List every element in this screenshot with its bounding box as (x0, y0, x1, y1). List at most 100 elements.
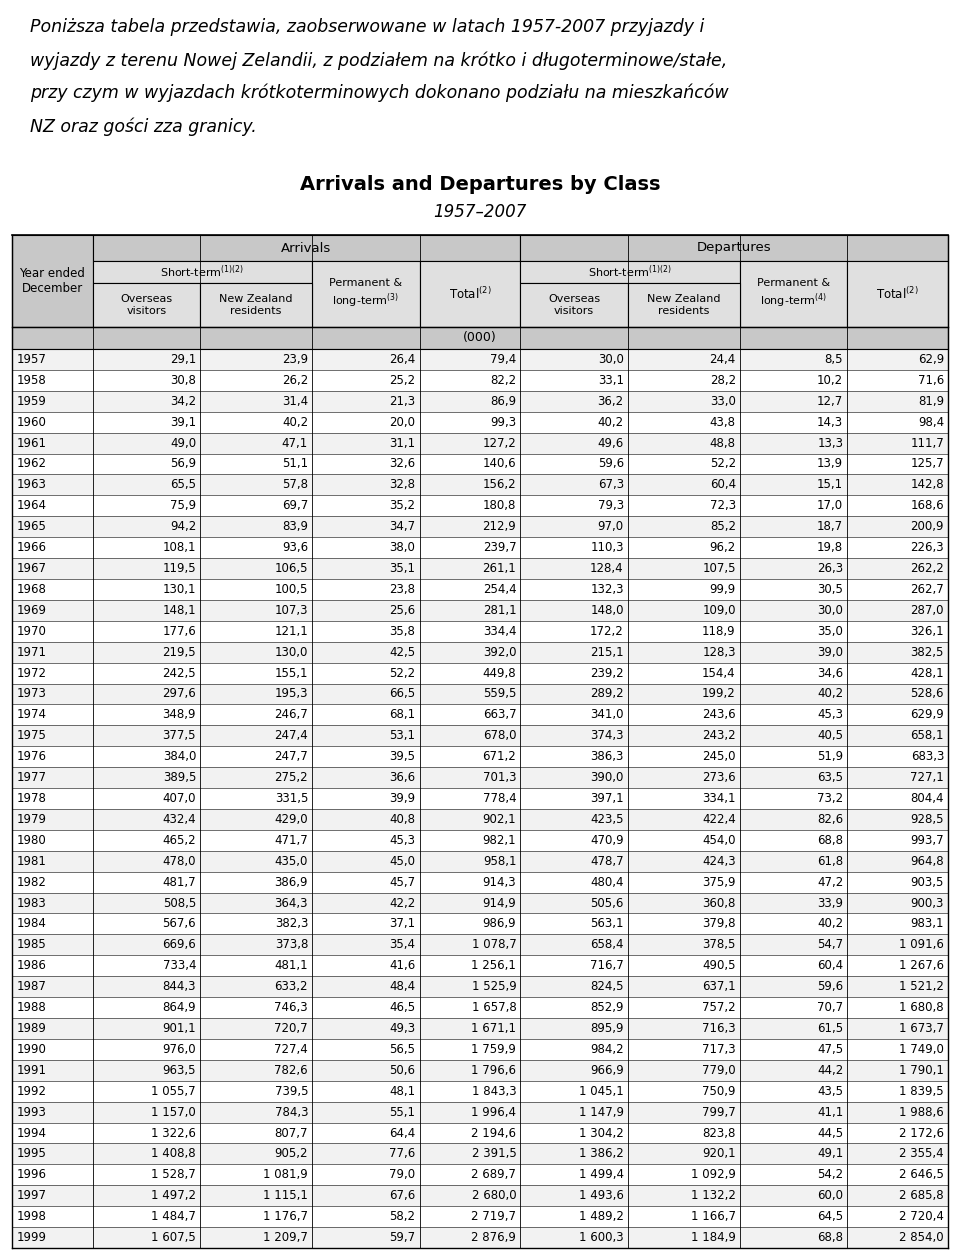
Text: 669,6: 669,6 (162, 938, 196, 951)
Text: 2 854,0: 2 854,0 (900, 1230, 944, 1244)
Text: 67,3: 67,3 (598, 479, 624, 491)
Text: Arrivals and Departures by Class: Arrivals and Departures by Class (300, 175, 660, 194)
Text: 52,2: 52,2 (390, 667, 416, 679)
Text: 45,7: 45,7 (390, 876, 416, 888)
Text: 60,4: 60,4 (709, 479, 735, 491)
Text: 1983: 1983 (17, 897, 47, 910)
Text: 1 184,9: 1 184,9 (691, 1230, 735, 1244)
Text: 1970: 1970 (17, 625, 47, 638)
Text: 23,8: 23,8 (390, 583, 416, 596)
Bar (12, 516, 948, 538)
Text: 1 528,7: 1 528,7 (152, 1168, 196, 1182)
Text: 99,9: 99,9 (709, 583, 735, 596)
Text: 49,6: 49,6 (597, 436, 624, 450)
Text: 67,6: 67,6 (390, 1189, 416, 1202)
Text: 782,6: 782,6 (275, 1064, 308, 1076)
Text: 470,9: 470,9 (590, 833, 624, 847)
Text: 33,9: 33,9 (817, 897, 843, 910)
Text: 397,1: 397,1 (590, 792, 624, 804)
Text: 64,5: 64,5 (817, 1210, 843, 1223)
Text: 1 322,6: 1 322,6 (152, 1126, 196, 1139)
Text: 34,2: 34,2 (170, 395, 196, 407)
Text: 1965: 1965 (17, 520, 47, 534)
Bar (12, 236, 92, 327)
Text: 334,4: 334,4 (483, 625, 516, 638)
Text: 71,6: 71,6 (918, 373, 944, 387)
Text: 746,3: 746,3 (275, 1001, 308, 1014)
Text: 55,1: 55,1 (390, 1105, 416, 1119)
Text: 360,8: 360,8 (703, 897, 735, 910)
Text: 914,3: 914,3 (483, 876, 516, 888)
Text: 61,8: 61,8 (817, 855, 843, 868)
Text: 32,6: 32,6 (390, 457, 416, 470)
Text: 976,0: 976,0 (162, 1042, 196, 1056)
Text: 914,9: 914,9 (483, 897, 516, 910)
Text: 140,6: 140,6 (483, 457, 516, 470)
Text: 1981: 1981 (17, 855, 47, 868)
Text: 563,1: 563,1 (590, 917, 624, 931)
Text: 2 391,5: 2 391,5 (471, 1148, 516, 1160)
Text: 1978: 1978 (17, 792, 47, 804)
Text: 289,2: 289,2 (590, 688, 624, 700)
Text: 93,6: 93,6 (282, 541, 308, 554)
Text: 1968: 1968 (17, 583, 47, 596)
Text: 40,2: 40,2 (598, 416, 624, 429)
Text: 86,9: 86,9 (491, 395, 516, 407)
Text: 287,0: 287,0 (910, 604, 944, 616)
Text: 852,9: 852,9 (590, 1001, 624, 1014)
Text: 13,9: 13,9 (817, 457, 843, 470)
Text: 14,3: 14,3 (817, 416, 843, 429)
Text: New Zealand
residents: New Zealand residents (647, 294, 721, 316)
Text: 1 157,0: 1 157,0 (152, 1105, 196, 1119)
Text: 1 673,7: 1 673,7 (900, 1022, 944, 1035)
Text: 195,3: 195,3 (275, 688, 308, 700)
Text: 49,0: 49,0 (170, 436, 196, 450)
Text: Short-term$^{(1)(2)}$: Short-term$^{(1)(2)}$ (588, 263, 672, 281)
Text: 47,2: 47,2 (817, 876, 843, 888)
Text: Permanent &
long-term$^{(3)}$: Permanent & long-term$^{(3)}$ (329, 278, 402, 309)
Text: 326,1: 326,1 (910, 625, 944, 638)
Text: 154,4: 154,4 (702, 667, 735, 679)
Text: 1 045,1: 1 045,1 (579, 1085, 624, 1098)
Text: 377,5: 377,5 (162, 729, 196, 742)
Text: 2 172,6: 2 172,6 (899, 1126, 944, 1139)
Text: 454,0: 454,0 (703, 833, 735, 847)
Text: 20,0: 20,0 (390, 416, 416, 429)
Text: 1 484,7: 1 484,7 (152, 1210, 196, 1223)
Text: 106,5: 106,5 (275, 563, 308, 575)
Bar (12, 704, 948, 725)
Text: 125,7: 125,7 (910, 457, 944, 470)
Text: 799,7: 799,7 (702, 1105, 735, 1119)
Text: 1986: 1986 (17, 960, 47, 972)
Text: 2 685,8: 2 685,8 (900, 1189, 944, 1202)
Text: 254,4: 254,4 (483, 583, 516, 596)
Text: 33,0: 33,0 (709, 395, 735, 407)
Bar (12, 1017, 948, 1039)
Text: 903,5: 903,5 (911, 876, 944, 888)
Text: 82,6: 82,6 (817, 813, 843, 826)
Text: 2 719,7: 2 719,7 (471, 1210, 516, 1223)
Text: 168,6: 168,6 (910, 499, 944, 512)
Text: 35,4: 35,4 (390, 938, 416, 951)
Text: 32,8: 32,8 (390, 479, 416, 491)
Text: 47,1: 47,1 (282, 436, 308, 450)
Text: 1977: 1977 (17, 771, 47, 784)
Bar (12, 412, 948, 432)
Text: 10,2: 10,2 (817, 373, 843, 387)
Text: 36,2: 36,2 (598, 395, 624, 407)
Bar (12, 538, 948, 558)
Text: 49,1: 49,1 (817, 1148, 843, 1160)
Text: Total$^{(2)}$: Total$^{(2)}$ (876, 286, 919, 302)
Bar (520, 283, 628, 327)
Text: 130,1: 130,1 (162, 583, 196, 596)
Text: 386,9: 386,9 (275, 876, 308, 888)
Text: 2 876,9: 2 876,9 (471, 1230, 516, 1244)
Text: 1957–2007: 1957–2007 (433, 203, 527, 221)
Text: 128,4: 128,4 (590, 563, 624, 575)
Text: 407,0: 407,0 (162, 792, 196, 804)
Text: 28,2: 28,2 (709, 373, 735, 387)
Text: 1 256,1: 1 256,1 (471, 960, 516, 972)
Text: 262,2: 262,2 (910, 563, 944, 575)
Text: 40,2: 40,2 (282, 416, 308, 429)
Text: 31,1: 31,1 (390, 436, 416, 450)
